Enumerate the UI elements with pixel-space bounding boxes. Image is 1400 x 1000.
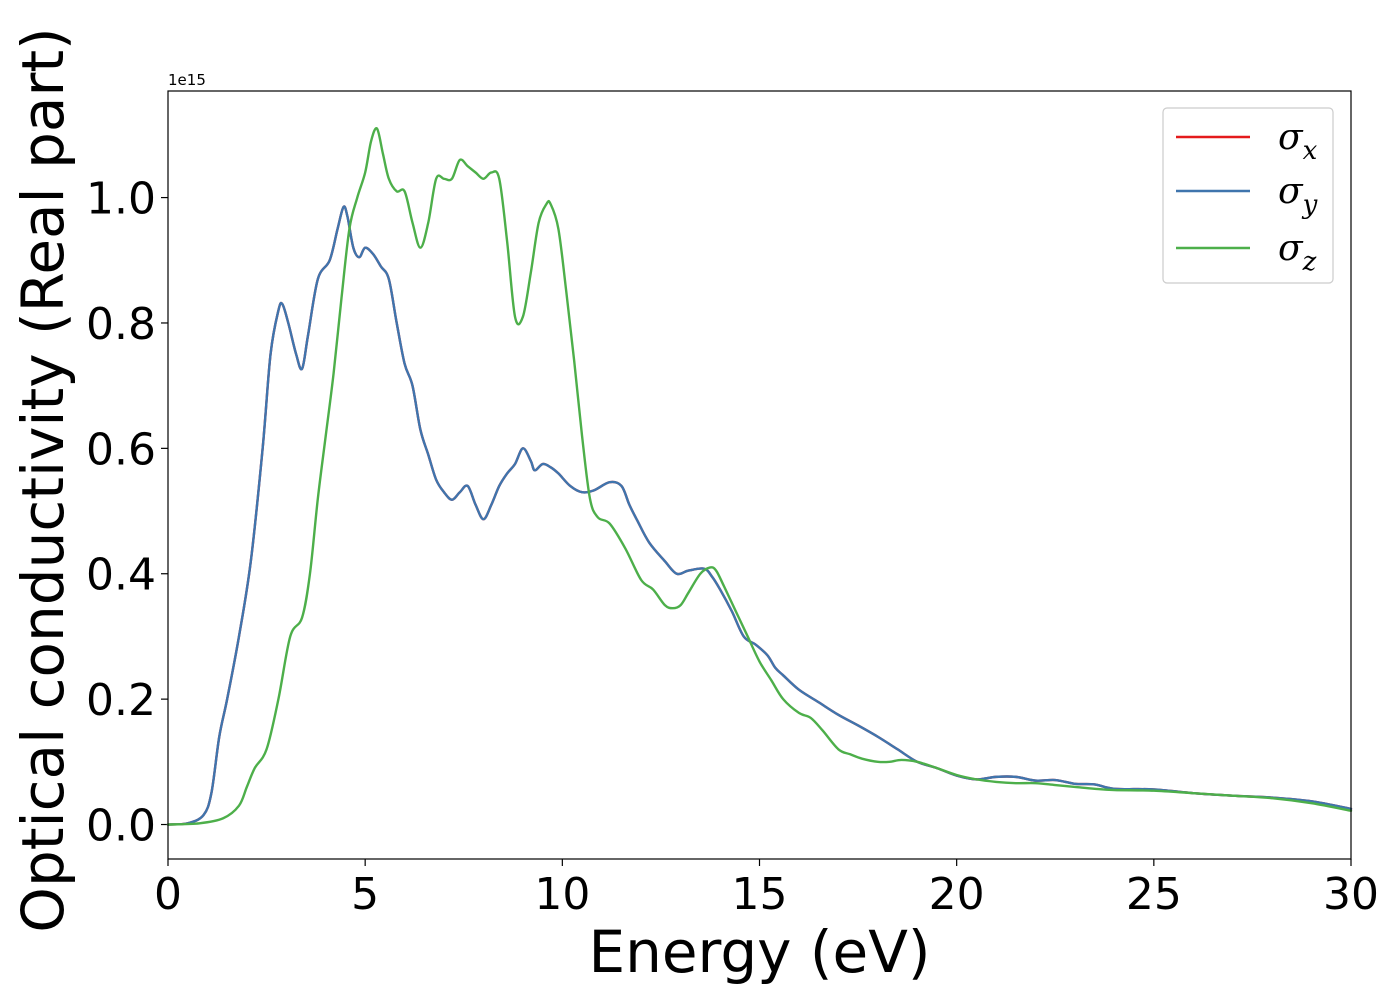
x-tick-label: 30: [1323, 869, 1379, 920]
x-tick-label: 5: [351, 869, 379, 920]
x-axis-label: Energy (eV): [588, 918, 930, 986]
series-lines: [166, 127, 1353, 826]
x-tick-label: 25: [1126, 869, 1182, 920]
series-line-z: [166, 127, 1353, 826]
y-tick-label: 0.4: [86, 550, 156, 601]
ticks-layer: 0 5 10 15 20 25 30 0.0 0.2 0.4 0.6 0.8 1.0: [86, 174, 1379, 920]
y-axis-offset-label: 1e15: [168, 71, 206, 89]
y-tick-label: 1.0: [86, 174, 156, 225]
y-tick-label: 0.2: [86, 675, 156, 726]
x-tick-label: 20: [929, 869, 985, 920]
legend-label-y: σy: [1278, 171, 1318, 220]
legend: σx σy σz: [1162, 107, 1334, 284]
legend-label-x: σx: [1278, 117, 1318, 166]
y-tick-label: 0.6: [86, 424, 156, 475]
y-tick-label: 0.0: [86, 801, 156, 852]
plot-frame: [167, 90, 1352, 860]
x-tick-label: 0: [154, 869, 182, 920]
legend-box: [1162, 107, 1334, 284]
legend-label-z: σz: [1278, 228, 1317, 277]
y-axis-label: Optical conductivity (Real part): [9, 27, 77, 932]
x-tick-label: 15: [732, 869, 788, 920]
x-tick-label: 10: [534, 869, 590, 920]
y-tick-label: 0.8: [86, 299, 156, 350]
